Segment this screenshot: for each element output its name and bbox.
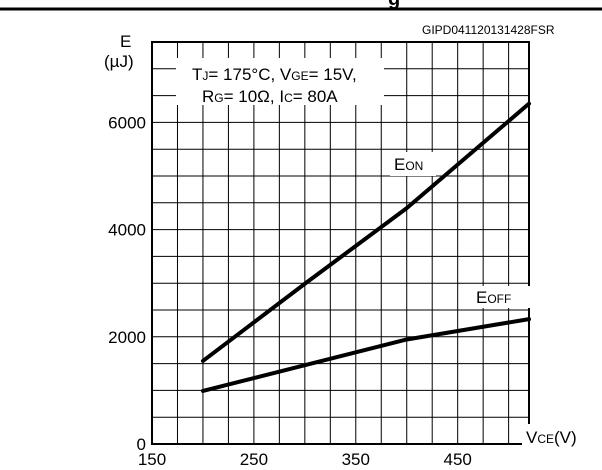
- x-tick-label: 250: [240, 450, 268, 469]
- eoff-label-bg: [472, 286, 536, 308]
- conditions-box-bg: [176, 58, 384, 105]
- header-title: g: [388, 0, 400, 10]
- series-lines: [200, 101, 531, 393]
- y-tick-label: 0: [137, 435, 146, 454]
- conditions-line-2: RG= 10Ω, IC= 80A: [202, 87, 338, 106]
- x-label-bg: [522, 424, 594, 448]
- y-axis-label-symbol: E: [120, 32, 131, 51]
- y-tick-label: 4000: [108, 221, 146, 240]
- series-line-off: [200, 317, 531, 393]
- y-axis-label-unit: (µJ): [104, 52, 134, 71]
- x-tick-label: 450: [443, 450, 471, 469]
- grid: [151, 41, 530, 445]
- conditions-line-1: TJ= 175°C, VGE= 15V,: [192, 65, 357, 84]
- x-tick-label: 150: [138, 450, 166, 469]
- eon-label-bg: [390, 152, 436, 176]
- y-tick-labels: 0 2000 4000 6000: [108, 113, 146, 454]
- series-label-eon: EON: [394, 155, 423, 174]
- y-tick-label: 6000: [108, 113, 146, 132]
- figure-code: GIPD041120131428FSR: [422, 23, 555, 37]
- x-tick-label: 350: [342, 450, 370, 469]
- y-tick-label: 2000: [108, 328, 146, 347]
- series-label-eoff: EOFF: [476, 288, 511, 307]
- plot-frame: [151, 41, 530, 445]
- series-line-on: [200, 101, 531, 363]
- x-axis-label: VCE(V): [526, 428, 577, 447]
- x-tick-labels: 150 250 350 450: [138, 450, 472, 469]
